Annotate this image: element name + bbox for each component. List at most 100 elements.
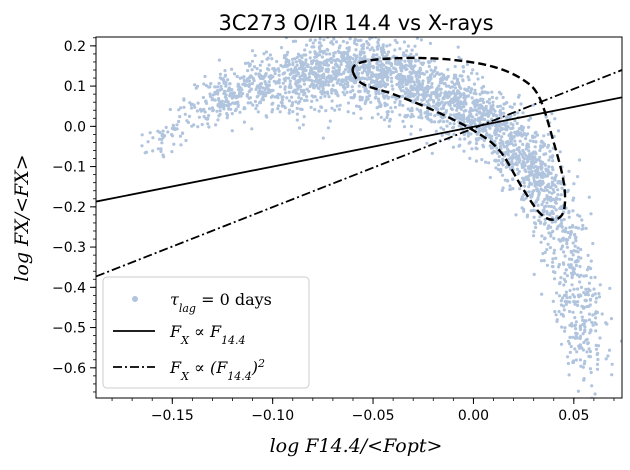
scatter-point [388, 43, 392, 47]
scatter-point [578, 346, 582, 350]
scatter-point [358, 98, 362, 102]
scatter-point [610, 373, 614, 377]
scatter-point [553, 200, 558, 204]
scatter-point [260, 90, 264, 94]
scatter-point [560, 205, 564, 209]
scatter-point [287, 90, 291, 94]
scatter-point [218, 76, 222, 80]
scatter-point [328, 57, 332, 61]
scatter-point [415, 107, 419, 111]
scatter-point [480, 90, 484, 94]
scatter-point [477, 103, 481, 107]
scatter-point [574, 320, 579, 324]
scatter-point [462, 120, 466, 124]
scatter-point [438, 119, 442, 123]
scatter-point [504, 115, 508, 119]
scatter-point [535, 165, 540, 169]
scatter-point [560, 325, 564, 329]
scatter-point [393, 48, 397, 52]
scatter-point [589, 259, 593, 263]
scatter-point [215, 90, 219, 94]
scatter-point [270, 94, 275, 98]
scatter-point [148, 131, 152, 135]
scatter-point [250, 127, 254, 131]
scatter-point [321, 86, 325, 90]
y-tick-label: −0.2 [52, 200, 86, 216]
scatter-point [564, 290, 569, 294]
scatter-point [498, 129, 502, 133]
scatter-point [298, 79, 302, 83]
scatter-point [394, 62, 398, 66]
scatter-point [366, 72, 370, 76]
scatter-point [588, 349, 593, 354]
scatter-point [177, 119, 181, 124]
scatter-point [531, 190, 535, 194]
scatter-point [365, 46, 369, 50]
scatter-point [500, 173, 505, 177]
scatter-point [295, 106, 299, 110]
scatter-point [565, 296, 569, 300]
scatter-point [193, 83, 197, 87]
scatter-point [375, 61, 379, 66]
scatter-point [572, 233, 577, 237]
scatter-point [434, 129, 438, 133]
scatter-point [227, 86, 231, 90]
scatter-point [478, 98, 482, 102]
scatter-point [370, 116, 374, 120]
scatter-point [502, 111, 506, 115]
scatter-point [535, 189, 539, 193]
scatter-point [488, 144, 492, 148]
scatter-point [485, 100, 489, 104]
scatter-point [587, 312, 592, 316]
scatter-point [543, 197, 547, 201]
scatter-point [414, 52, 419, 57]
scatter-point [318, 77, 322, 81]
scatter-point [563, 254, 567, 258]
scatter-point [483, 117, 487, 121]
scatter-point [435, 89, 439, 93]
scatter-point [320, 55, 324, 59]
scatter-point [582, 362, 587, 366]
scatter-point [532, 272, 536, 276]
scatter-point [457, 113, 461, 117]
scatter-point [258, 69, 263, 73]
scatter-point [497, 90, 502, 94]
scatter-point [401, 119, 405, 123]
scatter-point [551, 188, 555, 192]
scatter-point [475, 100, 480, 104]
scatter-point [294, 80, 298, 84]
scatter-point [230, 112, 234, 116]
scatter-point [451, 145, 455, 149]
scatter-point [579, 285, 584, 289]
scatter-point [557, 294, 562, 298]
scatter-point [440, 100, 444, 104]
scatter-point [297, 126, 302, 130]
scatter-point [311, 70, 316, 74]
scatter-point [553, 198, 558, 202]
scatter-point [494, 159, 498, 163]
x-tick-label: −0.05 [352, 408, 395, 424]
scatter-point [248, 88, 252, 92]
scatter-point [437, 84, 441, 88]
scatter-point [237, 91, 242, 95]
scatter-point [448, 121, 452, 126]
scatter-point [569, 271, 574, 275]
scatter-point [546, 143, 551, 147]
scatter-point [284, 91, 288, 95]
scatter-point [226, 78, 230, 82]
scatter-point [218, 72, 222, 76]
scatter-point [455, 102, 459, 106]
scatter-point [445, 119, 449, 123]
scatter-point [441, 78, 445, 82]
scatter-point [288, 79, 292, 83]
scatter-point [564, 226, 568, 230]
scatter-point [590, 320, 594, 324]
scatter-point [394, 69, 398, 74]
scatter-point [527, 190, 531, 194]
scatter-point [497, 159, 501, 163]
y-axis-label: log FX/<FX> [11, 154, 33, 281]
scatter-point [589, 276, 593, 280]
scatter-point [452, 97, 457, 101]
y-tick-label: 0.0 [64, 119, 86, 135]
scatter-point [465, 62, 469, 66]
